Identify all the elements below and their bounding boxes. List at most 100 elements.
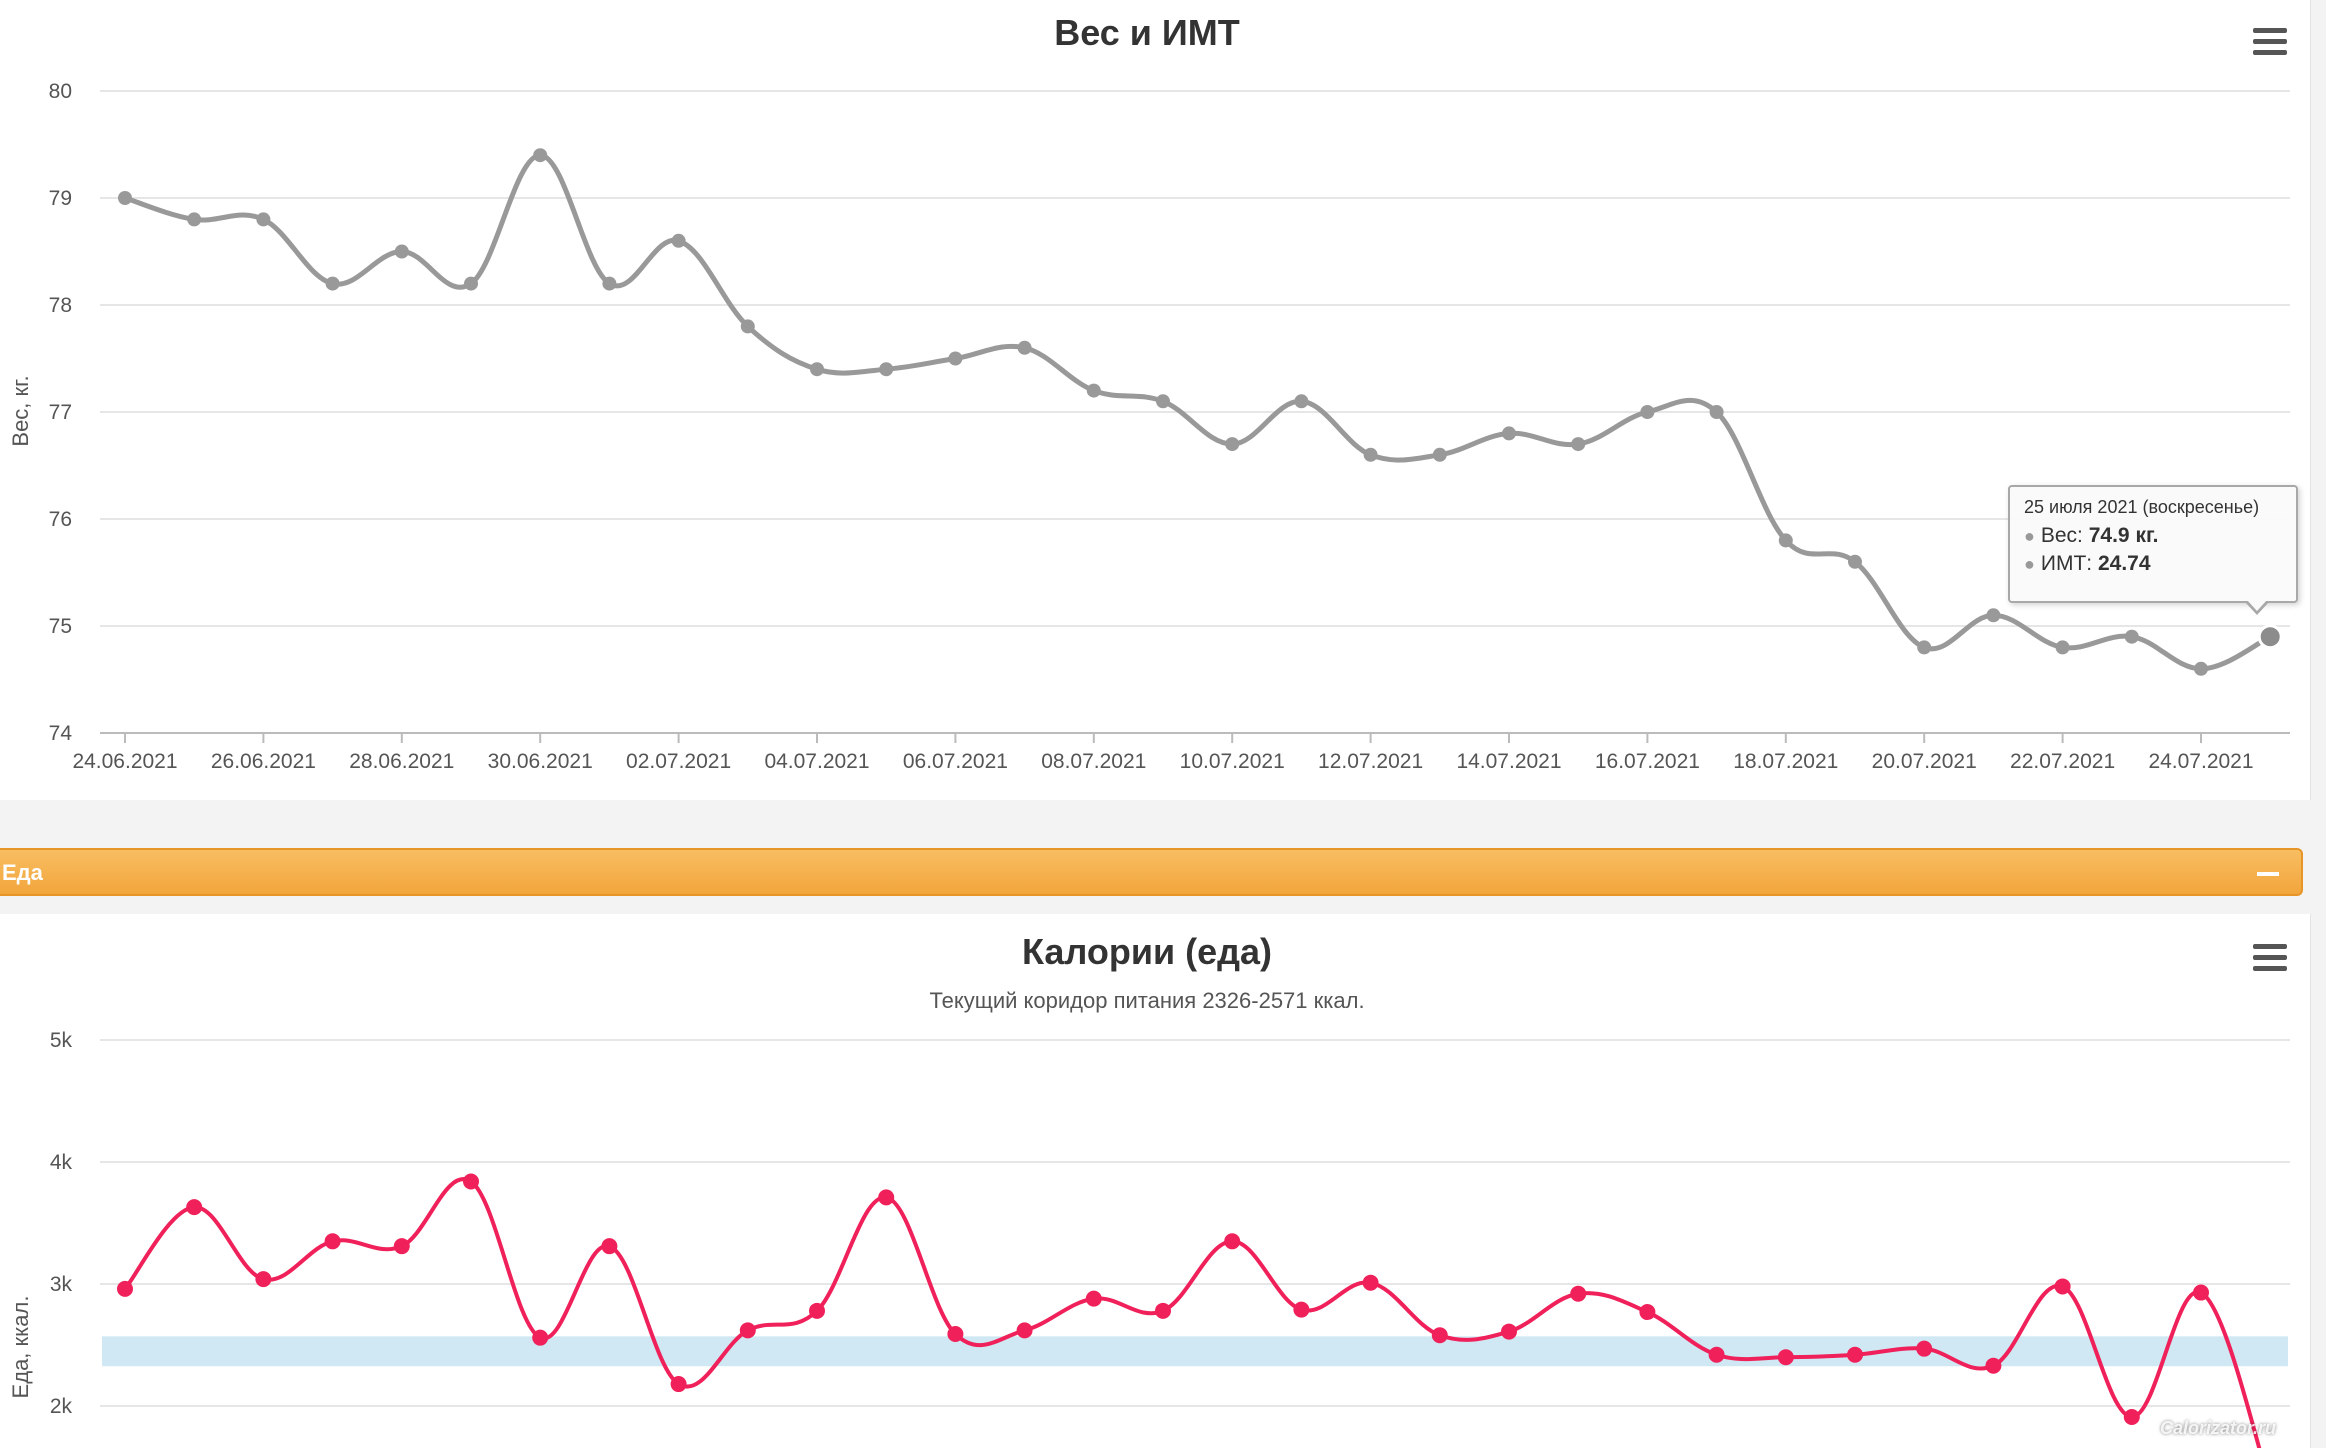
calories-data-point (2123, 1408, 2140, 1425)
calories-y-tick-label: 3k (50, 1273, 73, 1296)
weight-data-point (187, 212, 202, 227)
calories-data-point (809, 1302, 825, 1319)
calories-data-point (947, 1326, 964, 1343)
calories-data-point (739, 1322, 756, 1339)
weight-data-point (671, 233, 686, 248)
weight-data-point (1156, 394, 1170, 409)
weight-data-point (810, 362, 824, 377)
calories-series-line (123, 1177, 2262, 1448)
weight-data-point (1363, 447, 1378, 462)
weight-chart: Вес и ИМТ Вес, кг. 74 75 76 77 78 79 80 24.06.… (8, 12, 2290, 773)
weight-x-tick-label: 24.06.2021 (72, 750, 177, 773)
calories-data-point (670, 1376, 687, 1393)
calories-data-point (463, 1173, 479, 1190)
weight-chart-title: Вес и ИМТ (1054, 12, 1240, 53)
food-section-header[interactable]: Еда (0, 848, 2303, 896)
calories-chart-title: Калории (еда) (1022, 931, 1272, 972)
tooltip-date: 25 июля 2021 (воскресенье) (2024, 497, 2260, 517)
calories-data-point (1085, 1290, 1102, 1307)
weight-x-tick-label: 06.07.2021 (903, 750, 1008, 773)
calories-data-point (1639, 1304, 1656, 1321)
weight-y-tick-label: 79 (49, 187, 72, 210)
tooltip-weight-label: Вес: (2040, 524, 2089, 547)
weight-data-point (1778, 533, 1793, 548)
weight-y-tick-label: 76 (49, 508, 72, 531)
weight-data-point (2055, 640, 2070, 655)
calories-data-point (117, 1280, 133, 1297)
calories-chart-menu-icon[interactable] (2253, 944, 2287, 972)
calories-data-point (393, 1238, 410, 1255)
weight-data-point (464, 276, 478, 291)
tooltip-weight-value: 74.9 кг. (2088, 524, 2159, 547)
weight-tooltip: 25 июля 2021 (воскресенье) ● Вес: 74.9 кг… (2008, 485, 2298, 603)
calories-chart-subtitle: Текущий коридор питания 2326-2571 ккал. (929, 988, 1364, 1013)
weight-y-tick-label: 77 (49, 401, 72, 424)
weight-x-tick-label: 04.07.2021 (764, 750, 869, 773)
calories-y-tick-label: 4k (50, 1151, 73, 1174)
weight-data-point (948, 351, 963, 366)
weight-x-tick-label: 18.07.2021 (1733, 750, 1838, 773)
weight-x-tick-label: 20.07.2021 (1872, 750, 1977, 773)
weight-y-tick-label: 74 (49, 722, 73, 745)
calories-y-tick-label: 5k (50, 1029, 73, 1052)
weight-data-point (740, 319, 755, 334)
weight-y-axis-title: Вес, кг. (8, 375, 33, 446)
weight-y-tick-label: 75 (49, 615, 72, 638)
weight-data-point (533, 148, 548, 163)
weight-data-point (325, 276, 340, 291)
calories-data-point (1777, 1349, 1794, 1366)
collapse-icon[interactable] (2257, 872, 2279, 876)
weight-data-point (1086, 383, 1101, 398)
weight-x-tick-label: 24.07.2021 (2148, 750, 2253, 773)
weight-data-point (1017, 340, 1032, 355)
weight-data-point (1432, 447, 1447, 462)
weight-data-point (1848, 554, 1862, 569)
calories-data-point (1016, 1322, 1033, 1339)
calories-data-point (1847, 1346, 1863, 1363)
tooltip-arrow-inner (2247, 600, 2267, 611)
weight-y-tick-label: 80 (49, 80, 72, 103)
weight-x-tick-label: 10.07.2021 (1180, 750, 1285, 773)
weight-data-point (1640, 405, 1655, 419)
calories-data-point (601, 1238, 618, 1255)
calories-data-point (878, 1189, 895, 1206)
weight-data-point (1986, 608, 2001, 623)
weight-data-point (2124, 629, 2139, 644)
weight-series-line (124, 152, 2272, 672)
weight-data-point (394, 244, 409, 259)
weight-y-tick-label: 78 (49, 294, 72, 317)
weight-chart-panel: Вес и ИМТ Вес, кг. 74 75 76 77 78 79 80 24.06.… (0, 0, 2311, 800)
calories-data-point (186, 1199, 203, 1216)
weight-data-point (879, 362, 894, 377)
tooltip-bmi-label: ИМТ: (2040, 552, 2098, 575)
calories-chart-panel: Калории (еда) Текущий коридор питания 23… (0, 914, 2311, 1448)
calories-data-point (1501, 1323, 1517, 1340)
tooltip-bmi-dot-icon: ● (2024, 554, 2035, 574)
tooltip-bmi-value: 24.74 (2097, 552, 2151, 575)
calories-data-point (1155, 1302, 1171, 1319)
calories-data-point (324, 1233, 341, 1250)
weight-data-point (1225, 437, 1240, 452)
weight-x-tick-label: 02.07.2021 (626, 750, 731, 773)
weight-data-point (1709, 405, 1724, 419)
weight-data-point (1294, 394, 1309, 409)
calories-chart: Калории (еда) Текущий коридор питания 23… (8, 931, 2290, 1448)
calories-y-tick-label: 2k (50, 1395, 73, 1418)
calorizator-watermark: Calorizator.ru (2160, 1418, 2277, 1438)
calories-data-point (1916, 1340, 1933, 1357)
calories-data-point (2054, 1278, 2071, 1295)
weight-data-point (1917, 640, 1932, 655)
weight-data-point (2194, 661, 2208, 676)
weight-data-point (2257, 624, 2283, 650)
weight-chart-menu-icon[interactable] (2253, 28, 2287, 56)
calories-data-point (1293, 1301, 1310, 1318)
weight-x-tick-label: 30.06.2021 (488, 750, 593, 773)
calories-data-point (2193, 1284, 2209, 1301)
weight-data-point (602, 276, 617, 291)
calories-data-point (1985, 1357, 2002, 1374)
weight-x-tick-label: 12.07.2021 (1318, 750, 1423, 773)
tooltip-weight-dot-icon: ● (2024, 526, 2035, 546)
calories-y-axis-title: Еда, ккал. (8, 1296, 33, 1399)
weight-x-tick-label: 28.06.2021 (349, 750, 454, 773)
weight-x-tick-label: 08.07.2021 (1041, 750, 1146, 773)
